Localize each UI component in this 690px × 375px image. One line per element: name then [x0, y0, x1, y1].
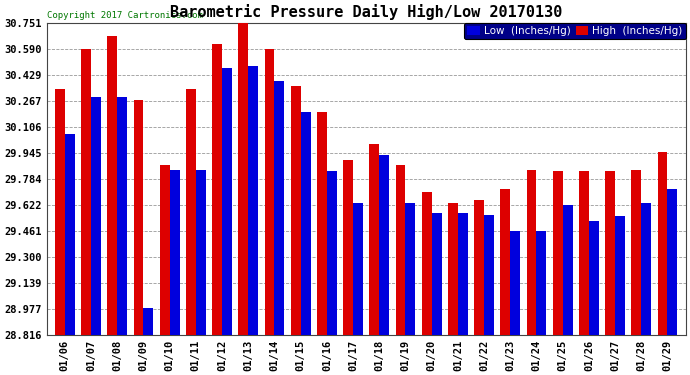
Bar — [658, 152, 667, 335]
Text: Copyright 2017 Cartronics.com: Copyright 2017 Cartronics.com — [46, 10, 202, 20]
Bar — [159, 165, 170, 335]
Bar — [562, 205, 573, 335]
Legend: Low  (Inches/Hg), High  (Inches/Hg): Low (Inches/Hg), High (Inches/Hg) — [464, 23, 686, 39]
Bar — [248, 66, 258, 335]
Bar — [641, 204, 651, 335]
Bar — [81, 49, 91, 335]
Bar — [353, 204, 363, 335]
Bar — [343, 160, 353, 335]
Bar — [631, 170, 641, 335]
Bar — [579, 171, 589, 335]
Bar — [432, 213, 442, 335]
Bar — [327, 171, 337, 335]
Bar — [526, 170, 537, 335]
Bar — [380, 155, 389, 335]
Bar — [275, 81, 284, 335]
Bar — [605, 171, 615, 335]
Bar — [589, 221, 599, 335]
Bar — [448, 204, 458, 335]
Bar — [212, 44, 222, 335]
Bar — [395, 165, 406, 335]
Bar — [196, 170, 206, 335]
Bar — [301, 112, 310, 335]
Bar — [511, 231, 520, 335]
Bar — [553, 171, 562, 335]
Bar — [458, 213, 468, 335]
Bar — [474, 200, 484, 335]
Bar — [186, 89, 196, 335]
Bar — [317, 112, 327, 335]
Bar — [484, 215, 494, 335]
Bar — [537, 231, 546, 335]
Bar — [264, 49, 275, 335]
Bar — [117, 97, 127, 335]
Bar — [222, 68, 232, 335]
Bar — [134, 100, 144, 335]
Bar — [91, 97, 101, 335]
Bar — [667, 189, 678, 335]
Bar — [290, 86, 301, 335]
Bar — [422, 192, 432, 335]
Bar — [406, 204, 415, 335]
Bar — [500, 189, 511, 335]
Bar — [170, 170, 179, 335]
Bar — [238, 23, 248, 335]
Bar — [65, 134, 75, 335]
Bar — [369, 144, 380, 335]
Bar — [615, 216, 625, 335]
Bar — [144, 308, 153, 335]
Title: Barometric Pressure Daily High/Low 20170130: Barometric Pressure Daily High/Low 20170… — [170, 4, 562, 20]
Bar — [108, 36, 117, 335]
Bar — [55, 89, 65, 335]
